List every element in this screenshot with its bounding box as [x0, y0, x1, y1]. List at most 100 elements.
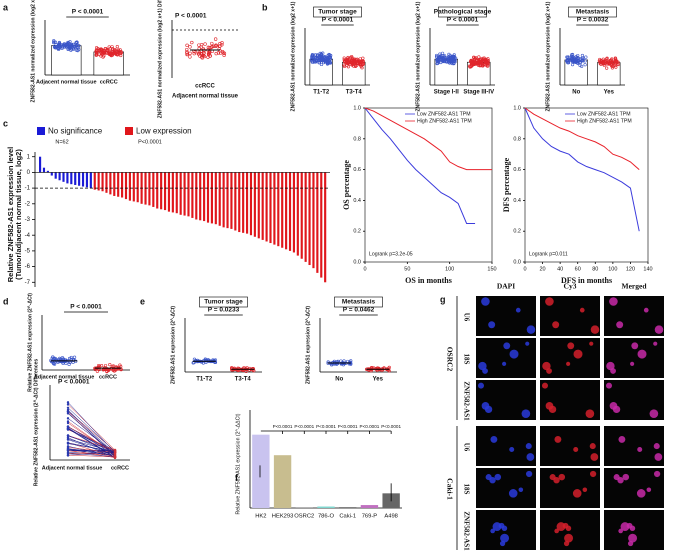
dot	[73, 45, 77, 50]
cell	[606, 382, 612, 389]
cell	[649, 409, 659, 418]
dot	[185, 52, 189, 57]
dot	[197, 43, 201, 47]
dot	[605, 56, 609, 60]
dot	[611, 61, 615, 65]
pair-line	[67, 447, 116, 453]
bar	[105, 172, 108, 193]
bar	[54, 172, 57, 179]
dot	[565, 59, 569, 63]
dot	[438, 52, 442, 56]
dot	[613, 58, 618, 62]
panel-label: e	[140, 296, 145, 306]
bar	[339, 507, 357, 508]
bar	[238, 172, 241, 233]
dot	[573, 60, 577, 64]
dot	[115, 45, 119, 49]
y-tick-label: -4	[25, 233, 31, 239]
x-axis-label: DFS in months	[561, 276, 612, 285]
x-tick-label: 0	[363, 266, 366, 272]
bar	[360, 505, 379, 508]
x-tick-label: 140	[643, 266, 652, 272]
y-tick-label: 0.2	[353, 229, 361, 235]
cell	[485, 474, 492, 481]
y-tick-label: -5	[25, 248, 31, 254]
cell	[494, 473, 502, 481]
panel-label: b	[262, 2, 268, 12]
row-label: U6	[462, 443, 470, 452]
y-axis-label: Relative ZNF582-AS1 expression (2^-ΔCt) …	[33, 359, 39, 487]
bar	[288, 172, 292, 251]
dot	[66, 438, 70, 441]
dot	[576, 56, 580, 60]
bar	[295, 507, 313, 508]
y-axis-label: ZNF582-AS1 normalized expression (log2 x…	[157, 0, 163, 118]
dot	[62, 45, 67, 49]
category-label: No	[335, 377, 343, 383]
dot	[610, 66, 615, 70]
y-tick-label: 0.8	[353, 136, 361, 142]
x-tick-label: 20	[540, 266, 546, 272]
category-label: Adjacent normal tissue	[36, 79, 97, 85]
dot	[66, 441, 70, 444]
dot	[449, 56, 454, 60]
y-tick-label: 0.6	[353, 167, 361, 173]
dot	[218, 51, 223, 55]
x-tick-label: 150	[487, 266, 496, 272]
dot	[96, 365, 101, 369]
bar	[214, 172, 217, 225]
dot	[66, 453, 70, 457]
dot	[220, 41, 224, 45]
dot	[185, 47, 189, 52]
dot	[97, 48, 101, 53]
y-axis-label: Relative ZNF582-AS1 expression (2^-ΔΔCt)	[235, 413, 241, 514]
panel-label: g	[440, 294, 446, 304]
cell	[549, 474, 556, 481]
dot	[118, 363, 122, 367]
dot	[192, 51, 196, 56]
dot	[66, 417, 70, 420]
bar	[245, 172, 249, 234]
bar	[320, 172, 323, 278]
dot	[578, 60, 582, 65]
bar	[203, 172, 206, 222]
dot	[203, 357, 207, 361]
category-label: Adjacent normal tissue	[42, 465, 103, 471]
x-tick-label: 50	[404, 266, 410, 272]
chart-title: Metastasis	[576, 9, 610, 16]
bar	[74, 172, 77, 185]
cell	[525, 470, 533, 478]
bar	[222, 172, 225, 228]
bar	[218, 172, 221, 226]
bar	[156, 172, 159, 209]
bar	[296, 172, 299, 256]
legend-label: High ZNF582-AS1 TPM	[417, 118, 472, 124]
y-tick-label: 1.0	[513, 105, 521, 111]
title-box	[199, 296, 248, 308]
dot	[105, 49, 109, 53]
dot	[101, 51, 105, 55]
category-label: OSRC2	[294, 514, 314, 520]
survival-curve	[364, 107, 476, 224]
dot	[483, 60, 487, 64]
bar	[136, 172, 139, 203]
dot	[66, 434, 70, 437]
dot	[64, 361, 68, 365]
pair-line	[67, 418, 116, 453]
dot	[76, 45, 80, 49]
dot	[200, 52, 204, 56]
cell	[637, 447, 643, 453]
chart-title: Pathological stage	[434, 9, 492, 16]
dot	[317, 54, 321, 59]
dot	[607, 62, 611, 66]
p-value: P<0.0001	[316, 424, 336, 429]
dot	[53, 45, 57, 50]
dot	[52, 356, 56, 360]
bar	[253, 172, 256, 237]
pair-line	[67, 412, 116, 457]
dot	[66, 403, 70, 406]
p-value: P < 0.0001	[447, 17, 479, 24]
dot	[565, 55, 569, 59]
dot	[113, 452, 117, 456]
cell	[636, 489, 646, 498]
